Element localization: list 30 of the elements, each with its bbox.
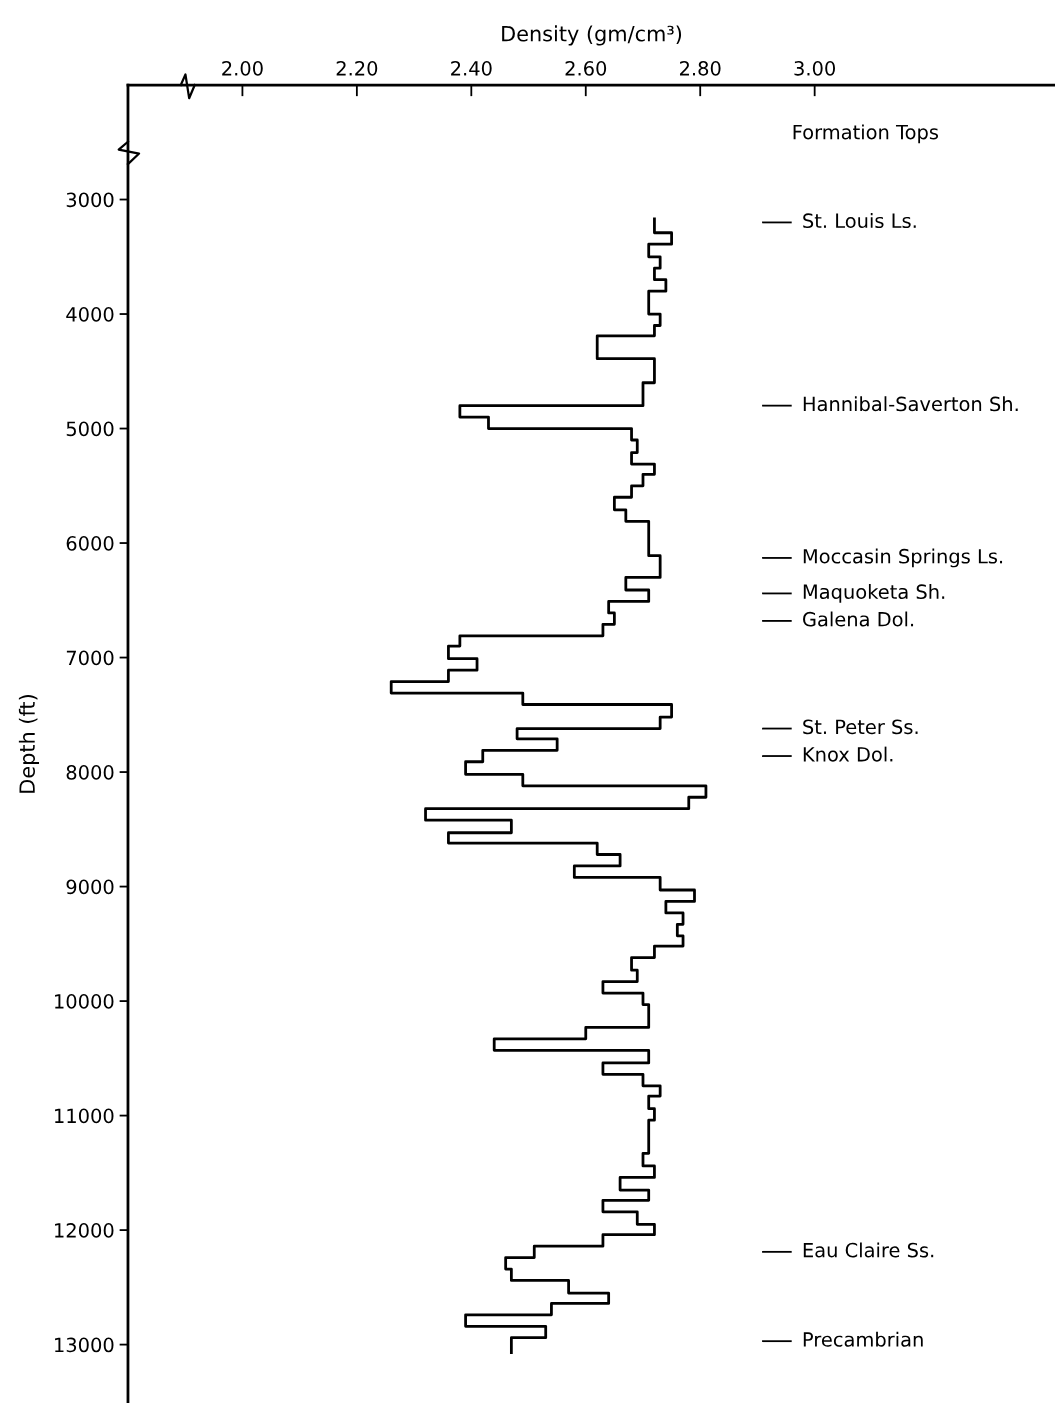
y-axis-title: Depth (ft) — [18, 695, 40, 793]
y-tick-label: 13000 — [55, 1337, 114, 1353]
ref-line-label: Moccasin Springs Ls. — [803, 548, 1003, 568]
y-tick-label: 3000 — [66, 192, 114, 208]
y-tick-label: 7000 — [66, 650, 114, 666]
x-tick-label: 2.80 — [679, 60, 721, 76]
x-tick-label: 3.00 — [794, 60, 836, 76]
x-tick-label: 2.00 — [222, 60, 263, 76]
y-tick-label: 9000 — [66, 879, 114, 895]
y-tick-label: 5000 — [66, 421, 114, 437]
y-tick-label: 4000 — [66, 306, 114, 322]
line-series — [389, 217, 708, 1355]
ref-line-label: Maquoketa Sh. — [803, 584, 945, 603]
x-axis-title: Density (gm/cm³) — [502, 25, 682, 46]
y-tick-label: 12000 — [55, 1223, 114, 1238]
ref-line-label: Knox Dol. — [803, 746, 893, 762]
y-tick-label: 11000 — [55, 1108, 114, 1124]
ref-line-label: Galena Dol. — [803, 611, 914, 627]
ref-line-label: Precambrian — [803, 1331, 923, 1347]
x-tick-label: 2.60 — [565, 60, 607, 76]
y-tick-label: 10000 — [55, 994, 114, 1009]
ref-line-label: Hannibal-Saverton Sh. — [803, 396, 1018, 412]
x-tick-label: 2.20 — [336, 60, 378, 76]
y-tick-label: 8000 — [66, 765, 114, 780]
ref-line-label: Eau Claire Ss. — [803, 1242, 934, 1258]
ref-line-label: St. Peter Ss. — [803, 719, 918, 735]
annotation: Formation Tops — [793, 124, 939, 144]
x-tick-label: 2.40 — [451, 60, 492, 76]
y-tick-label: 6000 — [66, 536, 114, 551]
ref-line-label: St. Louis Ls. — [803, 213, 916, 229]
